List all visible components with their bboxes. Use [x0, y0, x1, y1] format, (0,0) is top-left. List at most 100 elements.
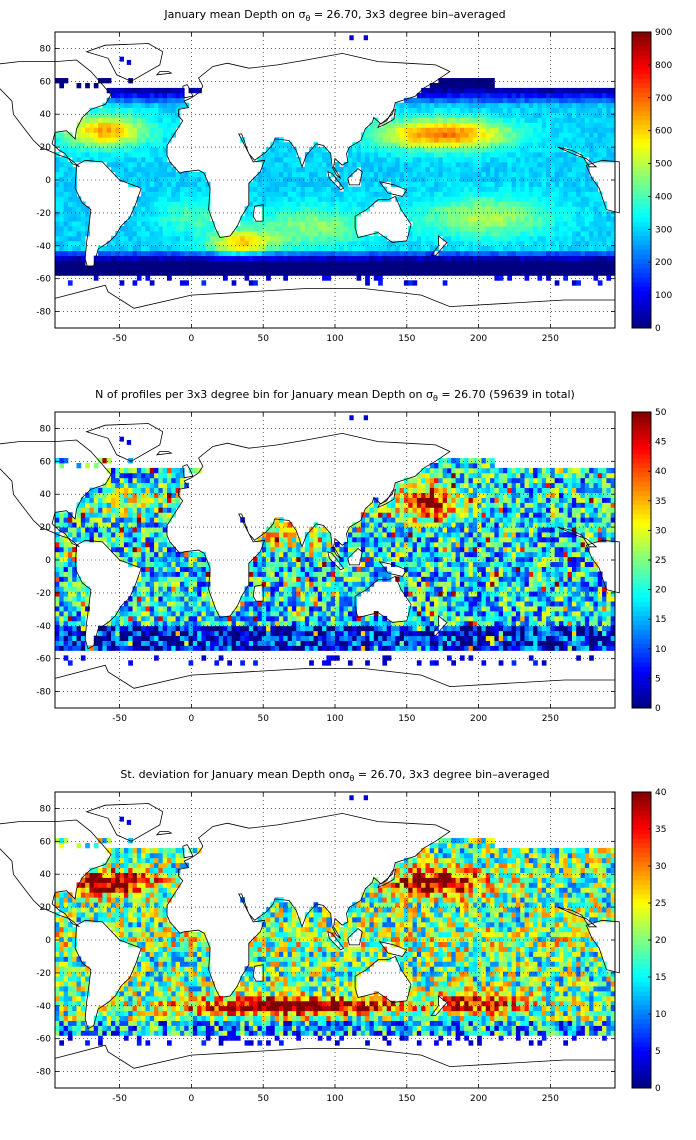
heatmap-cell	[313, 196, 319, 202]
heatmap-cell	[304, 221, 310, 227]
heatmap-cell	[403, 191, 409, 197]
heatmap-cell	[455, 181, 461, 187]
heatmap-cell	[481, 620, 487, 627]
heatmap-cell	[606, 122, 612, 128]
heatmap-cell	[175, 260, 181, 266]
heatmap-cell	[455, 87, 461, 94]
heatmap-cell	[270, 186, 276, 192]
colorbar-segment	[632, 180, 651, 186]
heatmap-cell	[524, 181, 530, 187]
heatmap-cell	[494, 97, 500, 104]
heatmap-cell	[378, 620, 383, 627]
heatmap-cell	[442, 196, 448, 202]
heatmap-cell	[442, 132, 448, 138]
heatmap-cell	[304, 250, 310, 257]
heatmap-cell	[451, 615, 457, 622]
heatmap-cell	[369, 615, 375, 622]
heatmap-cell	[111, 635, 116, 641]
heatmap-cell	[80, 265, 86, 271]
heatmap-cell	[175, 186, 181, 192]
heatmap-cell	[515, 102, 521, 109]
heatmap-cell	[382, 127, 388, 133]
heatmap-cell	[438, 255, 444, 261]
heatmap-cell	[395, 156, 401, 163]
heatmap-cell	[606, 117, 612, 123]
heatmap-cell	[589, 92, 594, 99]
heatmap-cell	[326, 610, 332, 617]
heatmap-cell	[59, 640, 65, 646]
heatmap-cell	[442, 97, 448, 104]
heatmap-cell	[123, 87, 129, 94]
heatmap-cell	[481, 270, 487, 276]
heatmap-cell	[347, 235, 353, 242]
heatmap-cell	[382, 196, 388, 202]
heatmap-cell	[304, 645, 310, 651]
heatmap-cell	[412, 265, 418, 271]
heatmap-cell	[447, 107, 452, 113]
heatmap-cell	[184, 625, 189, 632]
heatmap-cell	[369, 166, 375, 173]
heatmap-cell	[567, 250, 573, 257]
heatmap-cell	[520, 161, 525, 168]
heatmap-cell	[197, 240, 202, 247]
heatmap-cell	[447, 201, 452, 207]
heatmap-cell	[162, 147, 168, 153]
heatmap-cell	[421, 181, 426, 187]
heatmap-cell	[576, 260, 581, 266]
heatmap-cell	[541, 625, 547, 632]
heatmap-cell	[378, 615, 383, 622]
heatmap-cell	[459, 147, 465, 153]
heatmap-cell	[537, 142, 543, 148]
heatmap-cell	[369, 265, 375, 271]
heatmap-cell	[524, 122, 530, 128]
heatmap-cell	[279, 176, 284, 183]
heatmap-cell	[72, 635, 77, 641]
heatmap-cell	[360, 166, 366, 173]
heatmap-cell	[408, 132, 413, 138]
heatmap-cell	[403, 127, 409, 133]
heatmap-cell	[593, 97, 599, 104]
heatmap-cell	[102, 112, 108, 118]
heatmap-cell	[472, 132, 478, 138]
heatmap-cell	[72, 250, 77, 257]
heatmap-cell	[119, 226, 125, 232]
heatmap-cell	[468, 250, 474, 257]
heatmap-cell	[115, 156, 121, 163]
heatmap-cell	[274, 171, 280, 178]
heatmap-cell	[490, 226, 495, 232]
heatmap-cell	[59, 78, 65, 84]
heatmap-cell	[313, 610, 319, 617]
heatmap-cell	[425, 147, 431, 153]
heatmap-cell	[98, 147, 103, 153]
heatmap-cell	[98, 625, 103, 632]
heatmap-cell	[360, 260, 366, 266]
heatmap-cell	[132, 152, 138, 158]
heatmap-cell	[472, 181, 478, 187]
heatmap-cell	[145, 137, 151, 143]
heatmap-cell	[559, 191, 564, 197]
heatmap-cell	[304, 610, 310, 617]
heatmap-cell	[416, 610, 422, 617]
heatmap-cell	[89, 137, 95, 143]
heatmap-cell	[111, 265, 116, 271]
heatmap-cell	[571, 122, 577, 128]
heatmap-cell	[197, 235, 202, 242]
heatmap-cell	[274, 206, 280, 212]
heatmap-cell	[326, 196, 332, 202]
heatmap-cell	[171, 117, 177, 123]
heatmap-cell	[494, 176, 500, 183]
heatmap-cell	[93, 122, 99, 128]
heatmap-cell	[257, 630, 263, 637]
heatmap-cell	[511, 137, 517, 143]
heatmap-cell	[438, 147, 444, 153]
heatmap-cell	[373, 166, 379, 173]
heatmap-cell	[477, 206, 482, 212]
heatmap-cell	[309, 201, 314, 207]
heatmap-cell	[563, 270, 569, 276]
heatmap-cell	[248, 211, 254, 217]
heatmap-cell	[210, 640, 215, 646]
heatmap-cell	[55, 615, 60, 622]
heatmap-cell	[403, 640, 409, 646]
heatmap-cell	[485, 156, 491, 163]
heatmap-cell	[494, 211, 500, 217]
